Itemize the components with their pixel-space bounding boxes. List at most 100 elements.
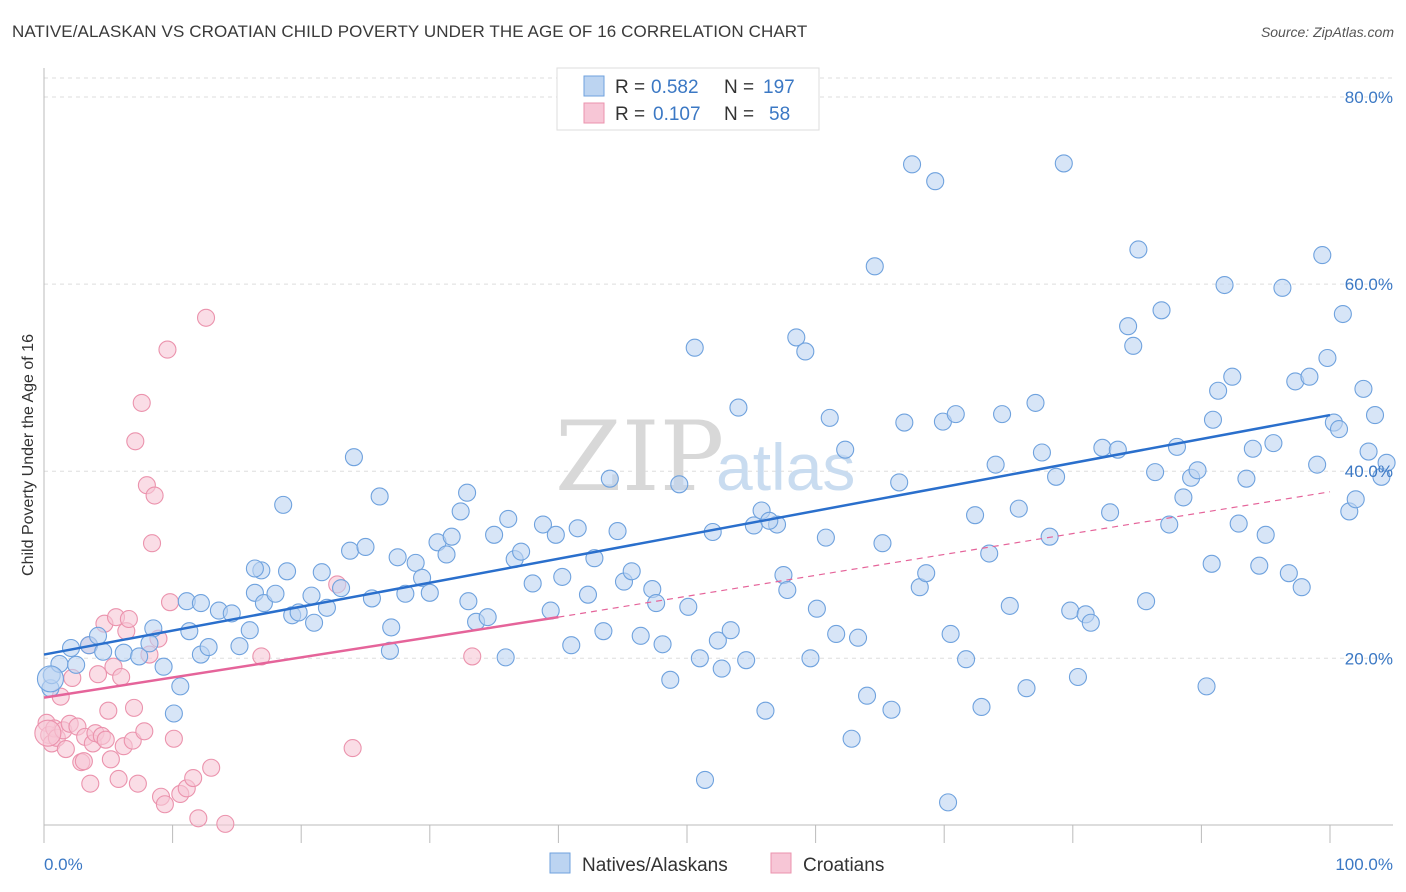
natives-point [523, 574, 542, 593]
y-axis-label: Child Poverty Under the Age of 16 [20, 334, 37, 576]
natives-point [1365, 406, 1385, 425]
natives-point [622, 562, 641, 581]
natives-point [171, 677, 190, 696]
natives-point [690, 649, 709, 668]
natives-point [631, 626, 650, 645]
natives-point [986, 455, 1005, 474]
natives-point [661, 670, 680, 689]
x-tick-label-min: 0.0% [44, 855, 83, 874]
natives-point [1359, 442, 1378, 461]
natives-point [1273, 278, 1292, 297]
natives-point [191, 594, 210, 613]
natives-point [1146, 463, 1165, 482]
natives-point [1137, 592, 1156, 611]
natives-point [370, 487, 389, 506]
y-tick-labels: 20.0% 40.0% 60.0% 80.0% [1345, 88, 1393, 668]
croatians-point [135, 722, 154, 741]
natives-point [966, 506, 985, 525]
natives-point [154, 657, 173, 676]
natives-point [721, 621, 740, 640]
natives-point [382, 618, 401, 637]
natives-point [1308, 455, 1327, 474]
croatians-point [142, 534, 162, 553]
natives-point [1292, 578, 1311, 597]
natives-point [670, 475, 689, 494]
natives-point [1377, 453, 1396, 472]
croatians-swatch [583, 102, 605, 124]
natives-point [36, 665, 64, 693]
watermark: ZIP atlas [555, 401, 855, 513]
natives-point [1354, 379, 1373, 398]
natives-point [437, 545, 456, 564]
natives-point [1000, 596, 1019, 615]
natives-point [972, 697, 991, 716]
croatians-point [216, 814, 235, 833]
natives-point [939, 793, 958, 812]
natives-point [356, 537, 375, 557]
natives-point [1017, 679, 1036, 698]
legend-croatians-label: Croatians [803, 855, 884, 876]
natives-point [744, 516, 763, 535]
natives-point [578, 585, 598, 604]
natives-point [164, 704, 183, 723]
natives-point [1333, 304, 1352, 324]
natives-point [1081, 613, 1100, 632]
natives-point [553, 567, 572, 586]
natives-point [140, 634, 159, 653]
natives-point [459, 592, 478, 611]
croatians-point [189, 809, 208, 828]
natives-point [787, 328, 806, 347]
croatians-trend-extension [558, 491, 1331, 618]
natives-point [1061, 601, 1080, 620]
natives-point [993, 405, 1012, 424]
natives-point [278, 562, 297, 581]
natives-trend-line [43, 413, 1331, 656]
natives-point [842, 729, 861, 748]
natives-point [1346, 490, 1365, 509]
x-tick-label-max: 100.0% [1335, 855, 1393, 874]
natives-point [865, 257, 884, 276]
natives-point [1068, 667, 1087, 687]
natives-point [130, 647, 149, 666]
natives-point [827, 624, 846, 644]
natives-point [756, 701, 775, 720]
croatians-point [128, 774, 147, 793]
natives-point [712, 659, 731, 678]
croatians-n-value: 58 [769, 104, 790, 125]
natives-point [1209, 381, 1228, 400]
natives-point [1203, 410, 1223, 429]
natives-point [67, 655, 86, 674]
natives-point [199, 638, 218, 657]
natives-point [496, 648, 515, 667]
natives-point [796, 342, 815, 361]
natives-r-value: 0.582 [651, 77, 699, 98]
natives-point [1119, 317, 1138, 336]
natives-point [816, 528, 835, 547]
croatians-point [88, 665, 108, 684]
croatians-n-label: N = [724, 104, 754, 125]
natives-point [1300, 367, 1319, 386]
natives-point [679, 597, 698, 616]
croatians-point [463, 647, 482, 666]
natives-point [1160, 515, 1179, 534]
natives-point [890, 473, 909, 492]
chart-title: NATIVE/ALASKAN VS CROATIAN CHILD POVERTY… [12, 22, 808, 41]
legend-natives-label: Natives/Alaskans [582, 855, 728, 876]
natives-point [88, 626, 108, 645]
natives-point [512, 542, 531, 561]
croatians-point [101, 750, 120, 769]
natives-point [1215, 275, 1234, 295]
croatians-point [96, 730, 115, 749]
croatians-point [196, 308, 216, 327]
natives-point [873, 534, 892, 553]
croatians-point [155, 795, 174, 814]
natives-point [1202, 554, 1221, 573]
natives-point [478, 608, 497, 627]
natives-point [1329, 420, 1349, 439]
natives-point [442, 527, 461, 546]
natives-point [807, 599, 826, 618]
natives-point [245, 559, 264, 578]
natives-point [344, 448, 363, 467]
natives-point [533, 515, 553, 534]
